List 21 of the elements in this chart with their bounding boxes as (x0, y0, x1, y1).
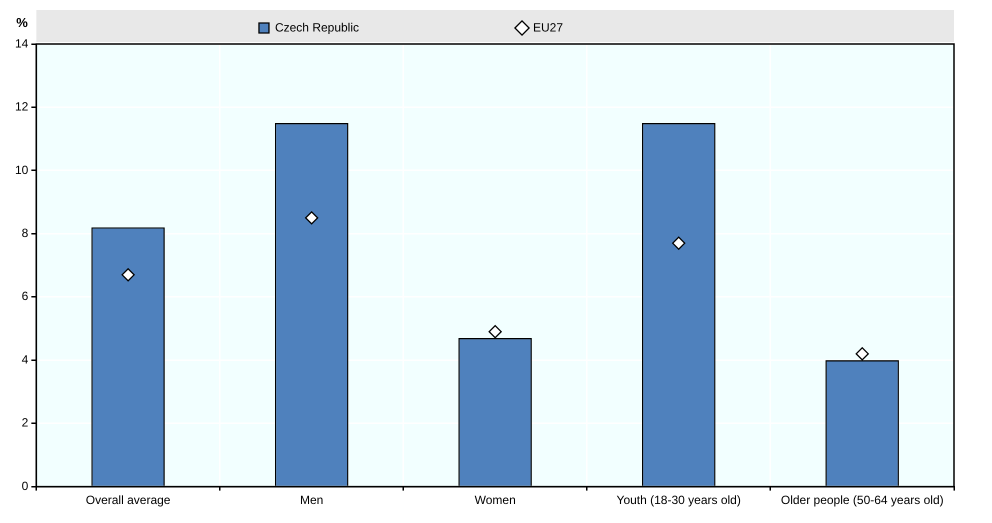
x-tick-label: Men (300, 493, 324, 508)
x-tick-label: Women (474, 493, 516, 508)
legend-label: Czech Republic (274, 20, 504, 34)
point (304, 211, 318, 225)
y-axis-title: % (16, 15, 28, 30)
y-tick-label: 0 (22, 478, 29, 493)
x-tick-label: Older people (50-64 years old) (780, 493, 944, 508)
y-tick-label: 2 (22, 416, 29, 430)
point (121, 268, 135, 282)
legend-label: EU27 (533, 20, 708, 34)
point (488, 325, 502, 338)
y-tick-label: 12 (14, 100, 29, 114)
point (856, 347, 869, 360)
y-tick-label: 6 (22, 289, 29, 304)
point (672, 236, 686, 250)
y-tick-label: 4 (22, 352, 29, 366)
y-tick-label: 14 (14, 36, 29, 50)
y-tick-label: 10 (14, 162, 29, 177)
x-tick-label: Youth (18-30 years old) (616, 493, 741, 508)
x-tick-label: Overall average (86, 493, 171, 508)
y-tick-label: 8 (22, 226, 29, 240)
